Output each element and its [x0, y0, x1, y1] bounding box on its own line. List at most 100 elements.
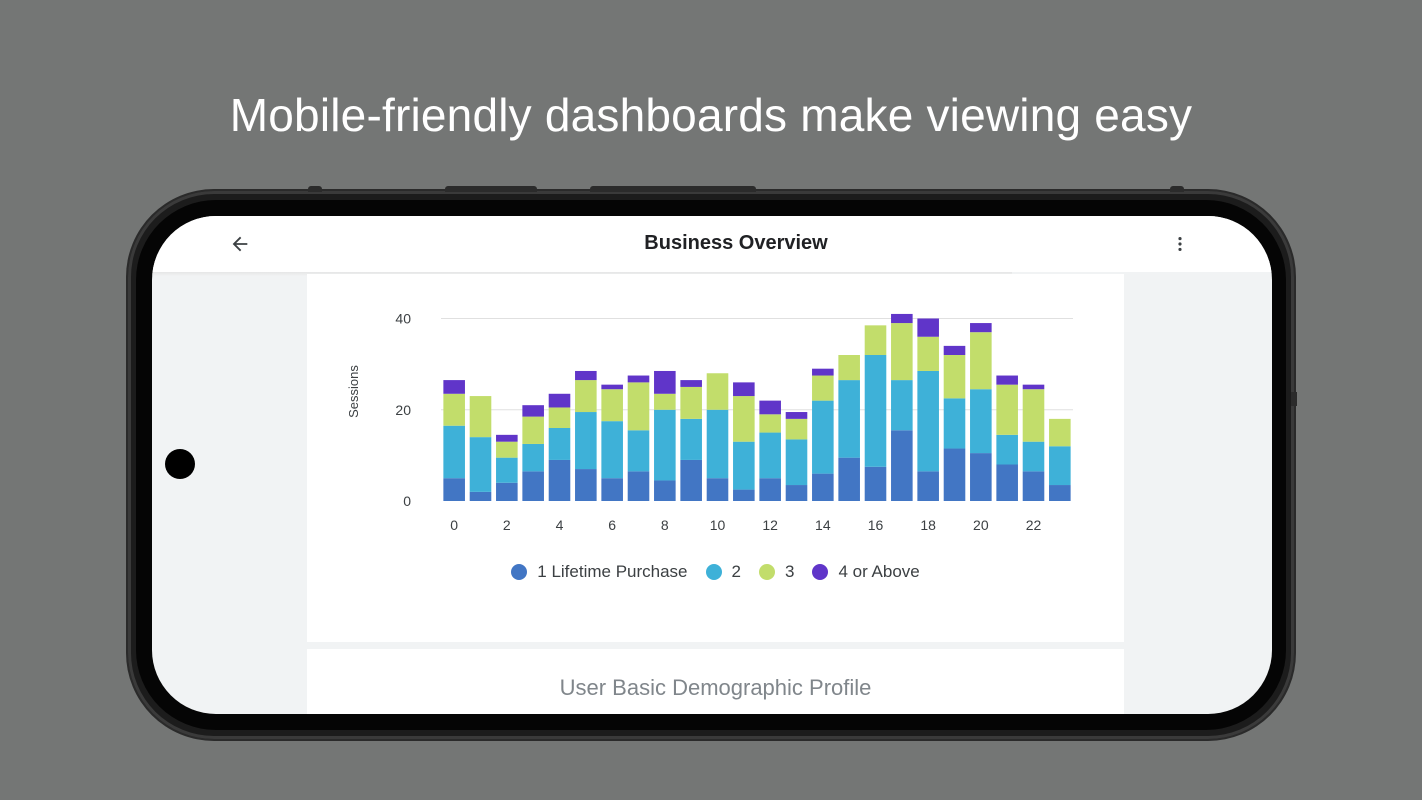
bar-segment [733, 396, 755, 442]
more-options-button[interactable] [1166, 230, 1194, 258]
legend-label: 1 Lifetime Purchase [537, 562, 688, 581]
x-tick-label: 20 [973, 517, 989, 533]
x-tick-label: 10 [710, 517, 726, 533]
bar-segment [522, 416, 544, 444]
more-vert-icon [1178, 237, 1182, 251]
bar-segment [496, 434, 518, 442]
bar-segment [759, 414, 781, 433]
phone-frame-notch-right [1170, 186, 1184, 192]
x-tick-label: 8 [661, 517, 669, 533]
legend-label: 4 or Above [838, 562, 920, 581]
bar-segment [654, 409, 676, 481]
bar-segment [1022, 389, 1045, 442]
bar-segment [996, 384, 1018, 435]
legend-swatch [812, 564, 829, 580]
bar-segment [496, 457, 518, 483]
bar-segment [970, 332, 992, 390]
x-tick-label: 2 [503, 517, 511, 533]
bar-segment [627, 430, 650, 472]
x-tick-label: 12 [762, 517, 778, 533]
bar-segment [443, 478, 465, 501]
bar-segment [943, 355, 966, 399]
bar-segment [627, 382, 650, 431]
bar-segment [864, 466, 887, 501]
front-camera [165, 449, 195, 479]
bar-segment [891, 430, 913, 501]
bar-segment [733, 489, 755, 501]
bar-segment [575, 370, 597, 381]
bar-segment [759, 478, 781, 501]
bar-segment [496, 482, 518, 501]
x-tick-label: 14 [815, 517, 831, 533]
page-title: Business Overview [644, 232, 828, 254]
bar-segment [601, 478, 623, 501]
bar-segment [970, 389, 992, 454]
bar-segment [1022, 441, 1045, 472]
power-button [590, 186, 756, 192]
bar-segment [443, 425, 465, 479]
bar-segment [496, 441, 518, 458]
bar-segment [996, 464, 1018, 501]
bar-segment [733, 441, 755, 490]
bar-segment [917, 370, 939, 472]
legend-swatch [705, 564, 722, 580]
bar-segment [812, 473, 834, 501]
legend-item: 4 or Above [812, 562, 920, 582]
bar-segment [601, 421, 623, 479]
bar-segment [1049, 446, 1071, 486]
back-button[interactable] [226, 230, 254, 258]
app-bar: Business Overview [152, 216, 1272, 272]
arrow-back-icon [232, 236, 248, 252]
bar-segment [917, 318, 939, 337]
bar-segment [1049, 418, 1071, 447]
bar-segment [575, 412, 597, 470]
bar-segment [601, 384, 623, 390]
bar-segment [469, 396, 492, 438]
bar-segment [706, 409, 729, 479]
bar-segment [1022, 471, 1045, 501]
legend-swatch [511, 564, 528, 580]
phone-frame-notch-left [308, 186, 322, 192]
bar-segment [680, 380, 702, 387]
bar-segment [812, 368, 834, 376]
chart-legend: 1 Lifetime Purchase 2 3 4 or Above [307, 562, 1124, 582]
bar-segment [838, 355, 860, 381]
bar-segment [785, 412, 808, 419]
bar-segment [522, 443, 544, 472]
bar-segment [891, 313, 913, 324]
bar-segment [864, 325, 887, 355]
volume-button [445, 186, 537, 192]
legend-label: 2 [731, 562, 741, 581]
bar-segment [627, 471, 650, 501]
bar-segment [812, 375, 834, 401]
bar-segment [891, 323, 913, 381]
bar-segment [469, 491, 492, 501]
bar-segment [785, 418, 808, 440]
x-tick-label: 0 [450, 517, 458, 533]
bar-segment [917, 471, 939, 501]
bar-segment [654, 393, 676, 410]
bar-segment [627, 375, 650, 383]
bar-segment [996, 375, 1018, 385]
phone-screen: Business Overview 0 20 40 Sessions 0 2 4 6 8 10 12… [152, 216, 1272, 714]
phone-side-notch [1291, 392, 1297, 406]
bar-segment [970, 323, 992, 333]
bar-segment [891, 380, 913, 431]
legend-label: 3 [784, 562, 795, 581]
bar-segment [575, 469, 597, 501]
bar-segment [706, 373, 729, 410]
demographic-profile-title: User Basic Demographic Profile [559, 675, 872, 700]
legend-item: 3 [758, 562, 795, 582]
bar-segment [838, 457, 860, 501]
x-tick-label: 16 [868, 517, 884, 533]
bar-segment [522, 405, 544, 417]
x-tick-label: 18 [920, 517, 936, 533]
bar-segment [1022, 384, 1045, 390]
bar-segment [548, 407, 571, 428]
bar-segment [601, 389, 623, 422]
bar-segment [733, 382, 755, 397]
x-tick-label: 6 [608, 517, 616, 533]
bar-segment [548, 393, 571, 408]
x-tick-label: 4 [556, 517, 564, 533]
y-tick-label: 0 [403, 493, 411, 509]
